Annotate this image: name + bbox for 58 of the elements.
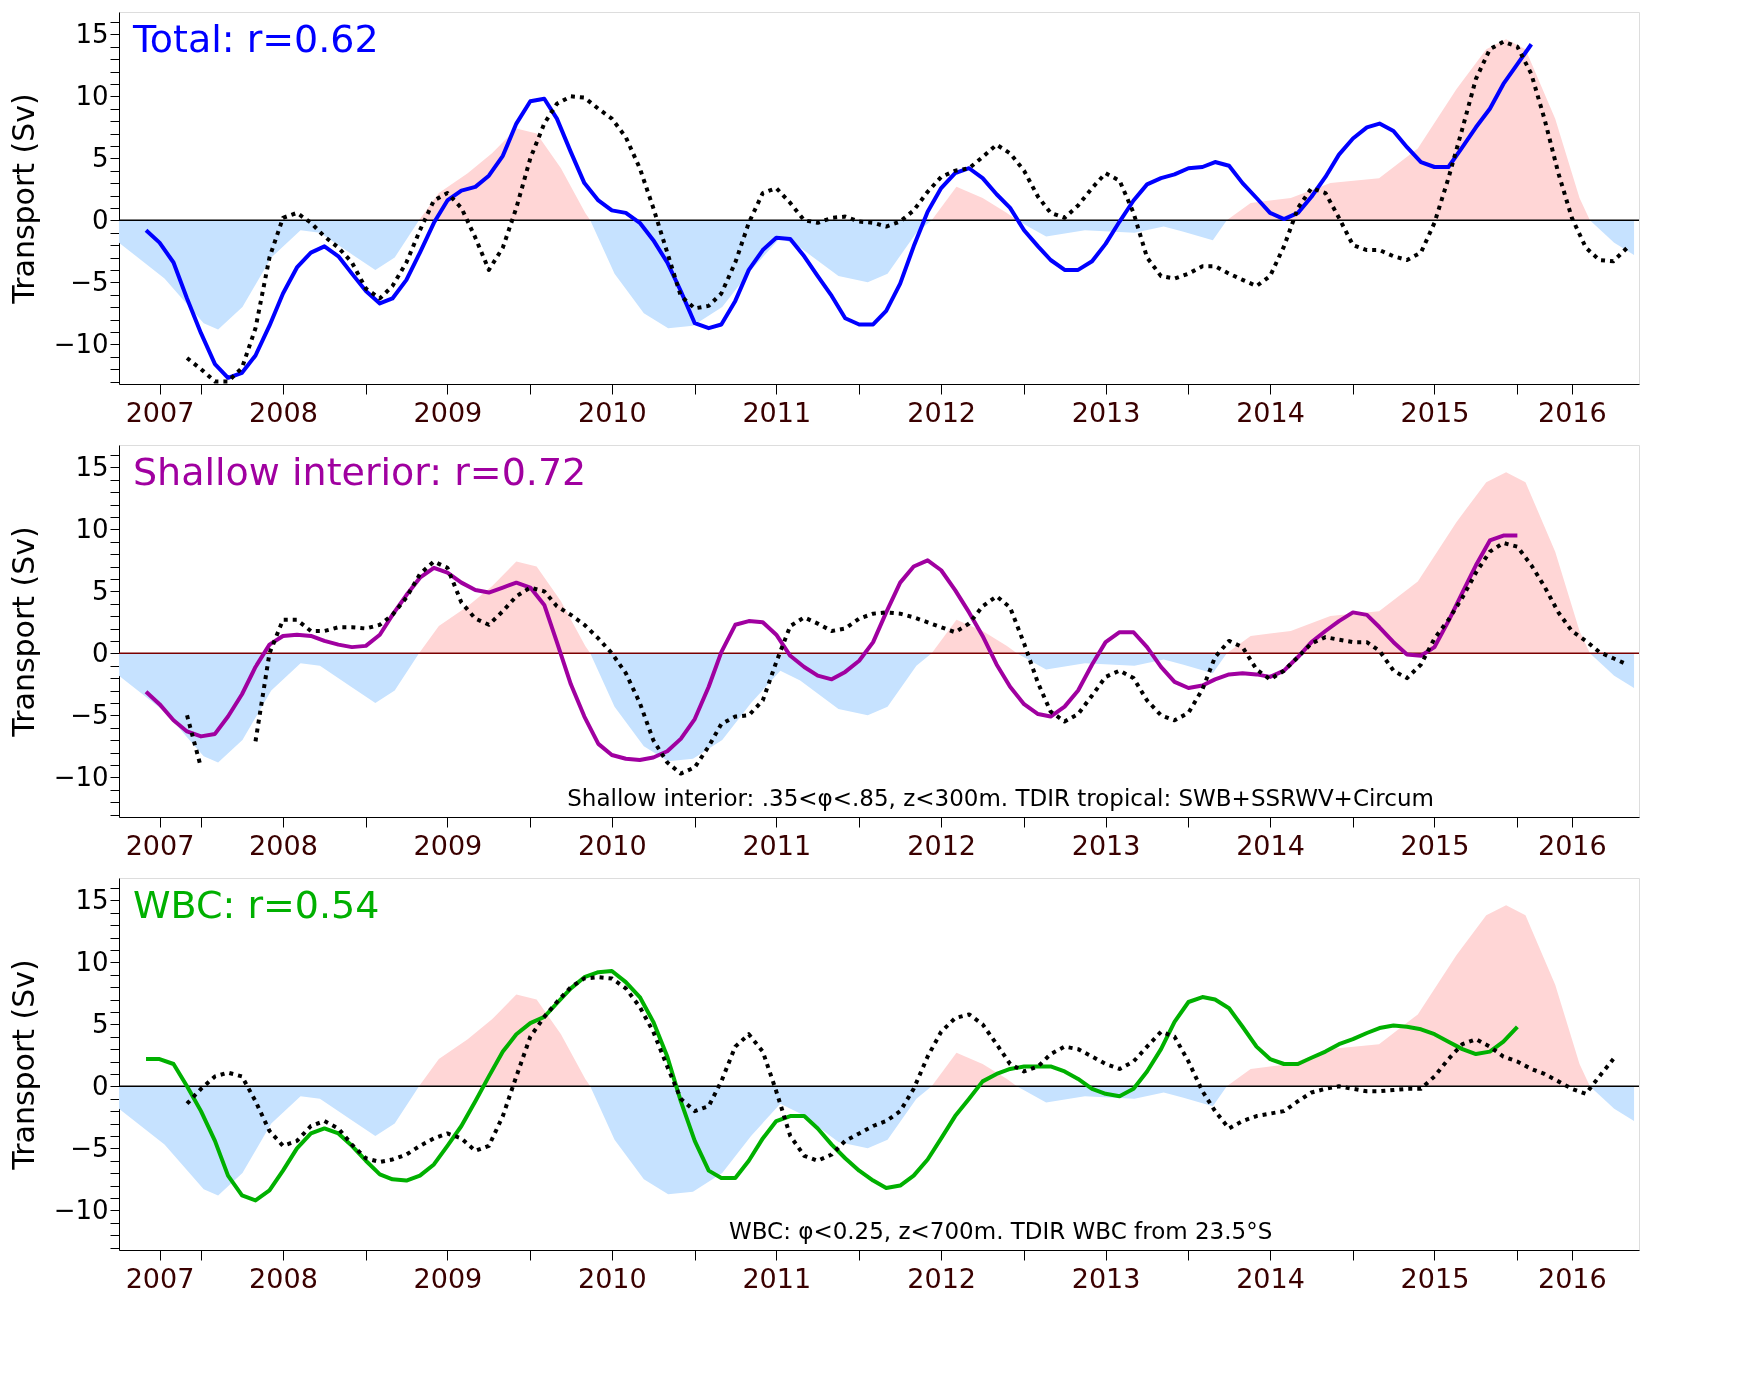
x-tick-label: 2011 xyxy=(742,396,812,428)
x-tick-label: 2008 xyxy=(249,396,318,428)
y-tick-label: 5 xyxy=(91,1008,109,1039)
x-tick-label: 2009 xyxy=(413,829,483,861)
text: Total: r=0.62 xyxy=(132,17,379,61)
x-tick-label: 2012 xyxy=(907,1262,977,1294)
x-tick-label: 2011 xyxy=(742,829,812,861)
annotation: WBC: φ<0.25, z<700m. TDIR WBC from 23.5°S xyxy=(728,1218,1273,1244)
x-tick-label: 2015 xyxy=(1400,829,1470,861)
x-tick-label: 2016 xyxy=(1538,396,1607,428)
line-series xyxy=(144,533,1520,762)
x-tick-label: 2012 xyxy=(907,396,977,428)
y-tick-label: −10 xyxy=(53,761,109,792)
y-tick-label: 5 xyxy=(91,142,109,173)
x-tick-label: 2015 xyxy=(1400,1262,1470,1294)
y-tick-label: −5 xyxy=(70,1132,109,1163)
x-tick-label: 2014 xyxy=(1236,829,1305,861)
x-tick-label: 2010 xyxy=(577,1262,647,1294)
y-tick-label: −10 xyxy=(53,328,109,359)
y-tick-label: 5 xyxy=(91,575,109,606)
x-tick-label: 2012 xyxy=(907,829,977,861)
x-tick-label: 2016 xyxy=(1538,829,1607,861)
text: WBC: r=0.54 xyxy=(133,883,380,927)
y-tick-label: −5 xyxy=(70,699,109,730)
y-axis-title: Transport (Sv) xyxy=(5,93,41,305)
line-series xyxy=(144,969,1520,1203)
x-tick-label: 2011 xyxy=(742,1262,812,1294)
y-tick-label: −10 xyxy=(53,1194,109,1225)
x-tick-label: 2014 xyxy=(1236,396,1305,428)
x-tick-label: 2009 xyxy=(413,1262,483,1294)
y-tick-label: 0 xyxy=(91,1070,109,1101)
y-axis-title: Transport (Sv) xyxy=(5,526,41,738)
x-tick-label: 2007 xyxy=(125,396,195,428)
text: Shallow interior: r=0.72 xyxy=(133,450,587,494)
y-tick-label: 15 xyxy=(75,18,109,49)
x-tick-label: 2015 xyxy=(1400,396,1470,428)
x-tick-label: 2016 xyxy=(1538,1262,1607,1294)
x-tick-label: 2009 xyxy=(413,396,483,428)
x-tick-label: 2013 xyxy=(1071,829,1141,861)
y-tick-label: 10 xyxy=(75,513,109,544)
y-axis-title: Transport (Sv) xyxy=(5,959,41,1171)
x-tick-label: 2008 xyxy=(249,829,318,861)
x-tick-label: 2013 xyxy=(1071,396,1141,428)
x-tick-label: 2014 xyxy=(1236,1262,1305,1294)
annotation: Shallow interior: .35<φ<.85, z<300m. TDIR tropical: SWB+SSRWV+Circum xyxy=(567,785,1434,811)
y-tick-label: 0 xyxy=(91,637,109,668)
y-tick-label: 15 xyxy=(75,884,109,915)
y-tick-label: −5 xyxy=(70,266,109,297)
y-tick-label: 10 xyxy=(75,80,109,111)
x-tick-label: 2010 xyxy=(577,829,647,861)
x-tick-label: 2010 xyxy=(577,396,647,428)
y-tick-label: 15 xyxy=(75,451,109,482)
y-tick-label: 10 xyxy=(75,946,109,977)
x-tick-label: 2013 xyxy=(1071,1262,1141,1294)
x-tick-label: 2007 xyxy=(125,829,195,861)
x-tick-label: 2007 xyxy=(125,1262,195,1294)
x-tick-label: 2008 xyxy=(249,1262,318,1294)
y-tick-label: 0 xyxy=(91,204,109,235)
